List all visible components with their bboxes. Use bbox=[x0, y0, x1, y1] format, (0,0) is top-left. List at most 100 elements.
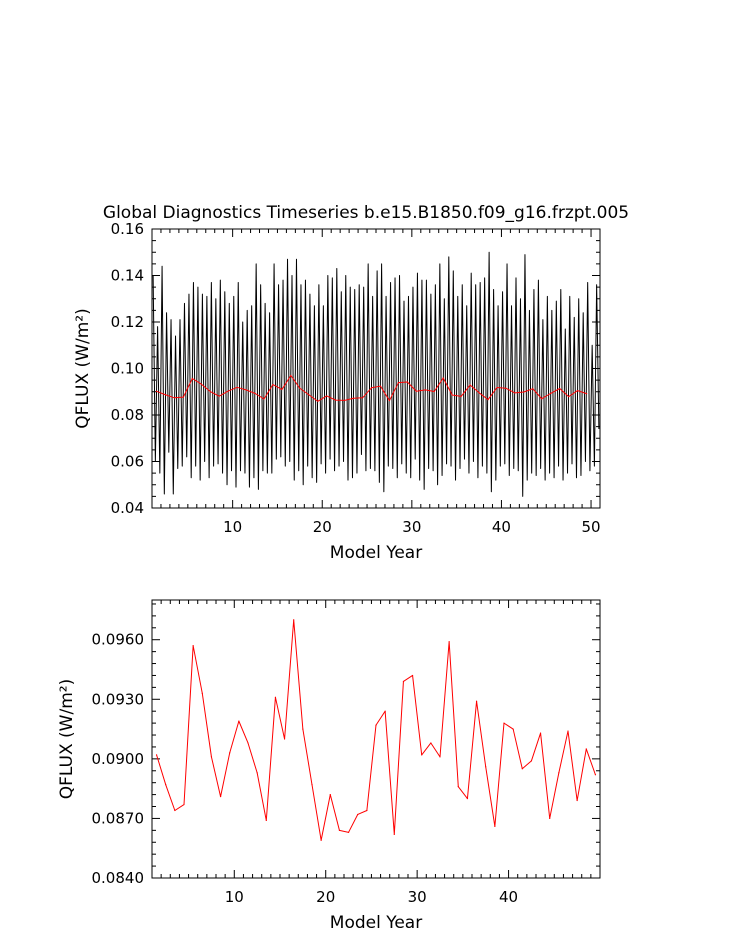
data-point bbox=[478, 392, 480, 394]
data-point bbox=[209, 390, 211, 393]
data-point bbox=[567, 730, 569, 732]
data-point bbox=[353, 397, 355, 399]
data-point bbox=[200, 383, 202, 385]
data-point bbox=[317, 400, 319, 402]
data-point bbox=[384, 710, 386, 712]
data-point bbox=[265, 819, 267, 822]
data-point bbox=[183, 803, 185, 806]
data-point bbox=[281, 388, 283, 391]
data-point bbox=[370, 387, 373, 389]
data-point bbox=[530, 760, 533, 762]
data-point bbox=[539, 732, 542, 734]
data-point bbox=[165, 784, 167, 786]
lower-panel: 10 20 30 40 0.0840 0.0870 0.0900 0.0930 0.0960 Mo… bbox=[57, 599, 601, 933]
y-tick-label: 0.06 bbox=[111, 453, 144, 471]
y-tick-label: 0.0930 bbox=[92, 690, 145, 708]
data-point bbox=[347, 831, 350, 833]
data-point bbox=[375, 724, 377, 726]
data-point bbox=[311, 784, 313, 786]
data-point bbox=[402, 680, 405, 683]
data-point bbox=[439, 756, 441, 758]
data-point bbox=[503, 722, 505, 724]
data-point bbox=[430, 742, 432, 744]
data-point bbox=[293, 619, 295, 621]
y-tick-label: 0.0960 bbox=[92, 631, 145, 649]
data-point bbox=[577, 389, 579, 392]
data-point bbox=[357, 813, 359, 816]
data-point bbox=[550, 392, 552, 394]
y-tick-label: 0.16 bbox=[111, 220, 144, 238]
y-tick-label: 0.04 bbox=[111, 499, 144, 517]
data-point bbox=[424, 389, 426, 391]
x-tick-label: 20 bbox=[316, 888, 335, 906]
data-point bbox=[320, 839, 322, 841]
data-point bbox=[210, 756, 213, 758]
data-point bbox=[256, 772, 258, 774]
data-point bbox=[218, 395, 220, 397]
data-point bbox=[523, 391, 525, 393]
data-point bbox=[558, 772, 560, 774]
data-point bbox=[302, 728, 304, 730]
data-point bbox=[415, 390, 417, 392]
x-axis-label: Model Year bbox=[330, 913, 422, 933]
data-point bbox=[585, 748, 587, 750]
y-tick-label: 0.0840 bbox=[92, 869, 145, 887]
data-point bbox=[514, 392, 516, 394]
data-point bbox=[541, 398, 543, 400]
data-point bbox=[568, 396, 570, 398]
data-point bbox=[457, 786, 459, 788]
x-tick-label: 40 bbox=[492, 518, 511, 536]
data-point bbox=[397, 382, 399, 384]
data-point bbox=[329, 794, 331, 796]
y-axis-label: QFLUX (W/m²) bbox=[57, 679, 77, 799]
data-point bbox=[466, 797, 469, 800]
data-point bbox=[442, 377, 444, 379]
data-point bbox=[299, 387, 301, 389]
data-point bbox=[460, 395, 462, 397]
data-point bbox=[406, 381, 408, 383]
data-point bbox=[576, 799, 578, 802]
data-point bbox=[219, 795, 222, 798]
y-tick-label: 0.12 bbox=[111, 313, 144, 331]
data-point bbox=[361, 397, 364, 399]
data-point bbox=[283, 738, 286, 740]
data-point bbox=[192, 645, 194, 647]
plot-frame bbox=[151, 599, 601, 879]
data-point bbox=[421, 754, 423, 756]
data-point bbox=[433, 390, 435, 393]
data-point bbox=[494, 825, 496, 827]
data-point bbox=[496, 386, 498, 389]
data-point bbox=[594, 774, 597, 776]
data-point bbox=[247, 742, 249, 744]
data-point bbox=[155, 390, 158, 392]
data-point bbox=[532, 388, 534, 390]
x-tick-label: 30 bbox=[408, 888, 427, 906]
data-point bbox=[155, 754, 158, 756]
data-point bbox=[393, 833, 395, 835]
y-axis-label: QFLUX (W/m²) bbox=[73, 308, 93, 428]
data-point bbox=[485, 766, 487, 768]
y-tick-label: 0.0900 bbox=[92, 750, 145, 768]
data-point bbox=[238, 720, 240, 722]
data-point bbox=[201, 692, 203, 694]
data-point bbox=[182, 396, 184, 398]
y-tick-label: 0.10 bbox=[111, 360, 144, 378]
data-point bbox=[512, 728, 514, 730]
data-point bbox=[585, 393, 588, 395]
data-point bbox=[549, 817, 551, 820]
data-point bbox=[366, 809, 368, 812]
data-point bbox=[326, 395, 328, 397]
data-point bbox=[227, 390, 229, 392]
data-point bbox=[191, 377, 193, 380]
x-tick-label: 20 bbox=[313, 518, 332, 536]
data-point bbox=[229, 752, 231, 754]
x-tick-label: 40 bbox=[499, 888, 518, 906]
x-tick-label: 30 bbox=[402, 518, 421, 536]
data-point bbox=[236, 386, 238, 388]
x-tick-label: 10 bbox=[223, 518, 242, 536]
data-point bbox=[521, 768, 523, 770]
data-point bbox=[290, 374, 292, 377]
data-point bbox=[164, 394, 167, 396]
data-point bbox=[254, 392, 256, 394]
x-axis-label: Model Year bbox=[330, 543, 422, 563]
